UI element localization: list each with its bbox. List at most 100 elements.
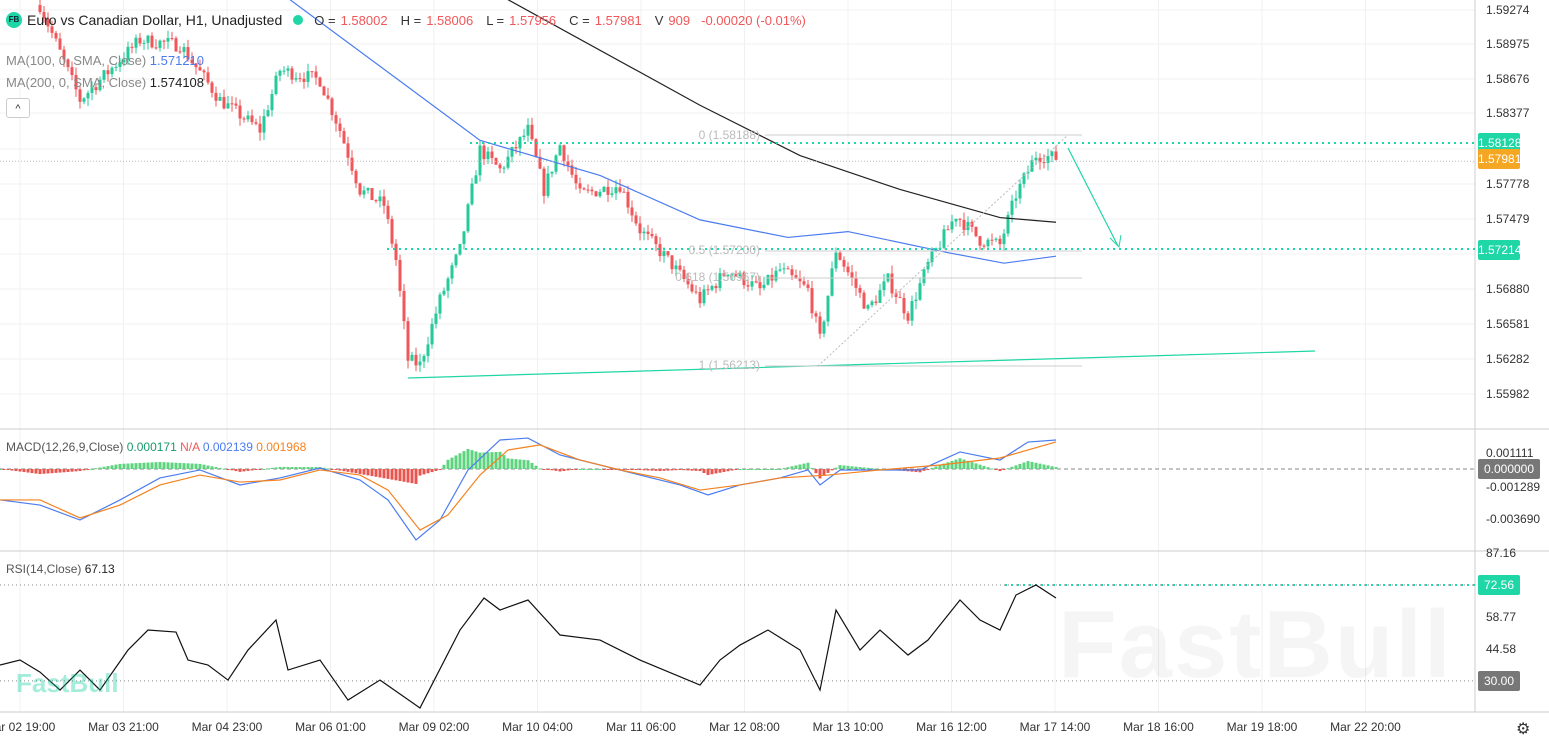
candle-body [710,285,714,290]
macd-histogram-bar [282,466,286,469]
candle-body [446,278,450,291]
macd-histogram-bar [138,462,142,469]
ma100-legend[interactable]: MA(100, 0, SMA, Close) 1.571210 [6,53,205,68]
candle-body [750,281,754,287]
candle-body [890,273,894,294]
macd-histogram-bar [922,469,926,471]
candle-body [954,218,958,222]
price-axis-label: 1.55982 [1486,387,1530,401]
macd-histogram-bar [850,466,854,469]
macd-histogram-bar [398,469,402,482]
macd-histogram-bar [954,459,958,469]
candle-body [690,284,694,292]
ma200-legend[interactable]: MA(200, 0, SMA, Close) 1.574108 [6,75,205,90]
rsi-value: 67.13 [84,562,115,576]
candle-body [1054,151,1058,160]
fastbull-watermark: FastBull [1058,590,1453,700]
candle-body [442,290,446,295]
macd-histogram-bar [946,462,950,469]
rsi-axis-label: 44.58 [1486,642,1517,656]
macd-histogram-bar [230,469,234,471]
candle-body [590,189,594,192]
trend-line [407,350,1316,379]
macd-histogram-bar [342,469,346,472]
candle-body [922,269,926,284]
settings-gear-icon[interactable]: ⚙ [1516,721,1531,738]
macd-histogram-bar [578,468,582,470]
collapse-legend-button[interactable]: ^ [6,98,30,118]
candle-body [1010,200,1014,215]
macd-histogram-bar [198,463,202,469]
candle-body [466,204,470,232]
candle-body [1030,160,1034,172]
candle-body [702,289,706,304]
candle-body [946,229,950,231]
candle-body [178,51,182,53]
macd-histogram-bar [726,469,730,472]
candle-body [66,59,70,68]
macd-histogram-bar [566,469,570,471]
macd-histogram-bar [798,464,802,469]
candle-body [298,78,302,80]
candle-body [794,275,798,279]
candle-body [194,63,198,68]
candle-body [382,196,386,206]
candle-body [38,4,42,12]
time-axis-label: Mar 22 20:00 [1330,720,1401,734]
time-axis-label: Mar 17 14:00 [1019,720,1091,734]
macd-histogram-bar [454,455,458,469]
macd-histogram-bar [310,467,314,469]
candle-body [726,274,730,277]
macd-histogram-bar [394,469,398,481]
candle-body [46,18,50,27]
macd-histogram-bar [158,461,162,469]
candle-body [846,266,850,273]
macd-histogram-bar [790,466,794,469]
candle-body [102,70,106,80]
macd-legend[interactable]: MACD(12,26,9,Close) 0.000171 N/A 0.00213… [6,440,307,454]
candle-body [218,96,222,101]
candle-body [258,123,262,133]
macd-histogram-bar [146,462,150,469]
macd-histogram-bar [626,469,630,470]
candle-body [142,42,146,44]
candle-body [246,115,250,120]
candle-body [1042,162,1046,164]
rsi-legend[interactable]: RSI(14,Close) 67.13 [6,562,115,576]
candle-body [662,251,666,257]
macd-histogram-bar [602,469,606,470]
macd-histogram-bar [1002,469,1006,470]
macd-histogram-bar [126,463,130,469]
macd-histogram-bar [666,469,670,471]
macd-histogram-bar [1042,464,1046,469]
macd-histogram-bar [806,462,810,469]
candle-body [630,207,634,216]
candle-body [206,72,210,83]
volume-value: 909 [668,12,691,28]
time-axis-label: Mar 04 23:00 [191,720,263,734]
candle-body [782,268,786,270]
macd-histogram-bar [730,469,734,471]
candle-body [634,215,638,224]
candle-body [506,156,510,168]
macd-histogram-bar [206,465,210,469]
macd-histogram-bar [0,469,2,470]
candle-body [250,115,254,123]
candle-body [1022,173,1026,184]
candle-body [182,47,186,52]
macd-histogram-bar [306,467,310,469]
time-axis-label: Mar 02 19:00 [0,720,56,734]
macd-histogram-bar [834,467,838,469]
candle-body [370,188,374,201]
candle-body [902,297,906,314]
macd-histogram-bar [754,469,758,470]
candle-body [306,71,310,82]
open-value: 1.58002 [340,12,388,28]
price-axis-label: 1.57778 [1486,177,1530,191]
high-value: 1.58006 [426,12,474,28]
candle-body [490,151,494,159]
price-axis-label: 1.56581 [1486,317,1530,331]
macd-histogram-bar [854,466,858,469]
macd-histogram-bar [742,469,746,470]
